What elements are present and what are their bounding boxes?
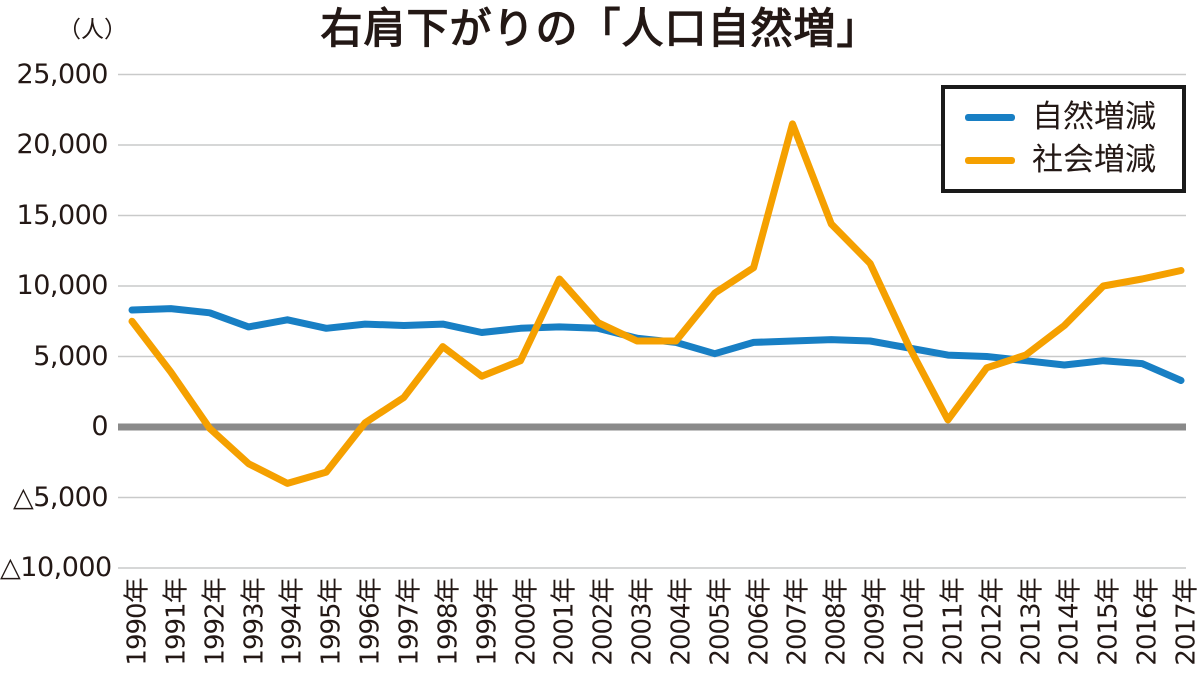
legend-label-natural: 自然増減: [1032, 99, 1156, 135]
legend-item-natural: 自然増減: [965, 102, 1182, 133]
series-line-social: [128, 120, 1185, 487]
series-line-natural: [128, 305, 1185, 384]
legend-swatch-natural: [965, 114, 1015, 121]
legend-swatch-social: [965, 157, 1015, 164]
legend: 自然増減 社会増減: [941, 85, 1186, 193]
y-axis-unit-label: （人）: [58, 17, 127, 43]
chart-title: 右肩下がりの「人口自然増」: [320, 4, 880, 53]
legend-item-social: 社会増減: [965, 145, 1182, 176]
legend-label-social: 社会増減: [1032, 142, 1156, 178]
